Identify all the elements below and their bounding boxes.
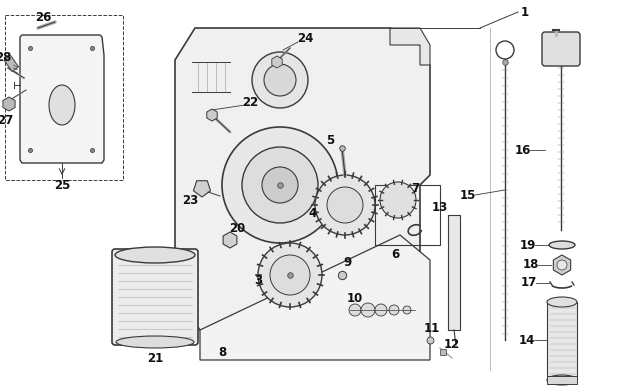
Text: 23: 23	[182, 193, 198, 207]
Circle shape	[361, 303, 375, 317]
Bar	[4, 55, 19, 72]
FancyBboxPatch shape	[542, 32, 580, 66]
Bar	[5, 15, 123, 180]
Text: 19: 19	[520, 238, 536, 252]
Text: 24: 24	[297, 32, 313, 44]
Circle shape	[222, 127, 338, 243]
Text: 14: 14	[519, 333, 535, 347]
Ellipse shape	[115, 247, 195, 263]
Text: 5: 5	[326, 133, 334, 147]
Text: 25: 25	[54, 179, 70, 191]
Polygon shape	[175, 28, 430, 330]
Circle shape	[315, 175, 375, 235]
Text: 15: 15	[460, 189, 476, 202]
Ellipse shape	[49, 85, 75, 125]
Circle shape	[264, 64, 296, 96]
Circle shape	[262, 167, 298, 203]
Text: 21: 21	[147, 352, 163, 364]
Text: 17: 17	[521, 277, 537, 289]
Text: 3: 3	[254, 273, 262, 287]
Text: 7: 7	[411, 182, 419, 194]
Text: 12: 12	[444, 338, 460, 352]
Text: 10: 10	[347, 291, 363, 305]
Text: 8: 8	[218, 345, 226, 359]
Ellipse shape	[547, 297, 577, 307]
Circle shape	[375, 304, 387, 316]
Bar	[547, 302, 577, 380]
Text: 28: 28	[0, 51, 11, 63]
Circle shape	[349, 304, 361, 316]
Text: 18: 18	[523, 259, 539, 272]
Circle shape	[270, 255, 310, 295]
Polygon shape	[390, 28, 430, 65]
Circle shape	[327, 187, 363, 223]
Circle shape	[557, 260, 567, 270]
Polygon shape	[20, 35, 104, 163]
Circle shape	[252, 52, 308, 108]
Text: 26: 26	[35, 11, 51, 23]
Ellipse shape	[549, 241, 575, 249]
Text: 6: 6	[391, 249, 399, 261]
Text: 16: 16	[515, 144, 531, 156]
Text: 22: 22	[242, 96, 258, 109]
Bar	[547, 376, 577, 384]
Text: eReplacementParts.com: eReplacementParts.com	[216, 198, 404, 212]
FancyBboxPatch shape	[112, 249, 198, 345]
Text: 11: 11	[424, 321, 440, 335]
Circle shape	[403, 306, 411, 314]
Circle shape	[380, 182, 416, 218]
Ellipse shape	[547, 375, 577, 385]
Text: 4: 4	[309, 207, 317, 219]
Circle shape	[242, 147, 318, 223]
Bar	[375, 185, 440, 245]
Text: 27: 27	[0, 114, 13, 126]
Text: 1: 1	[521, 5, 529, 19]
Text: 9: 9	[344, 256, 352, 268]
Text: 20: 20	[229, 221, 245, 235]
Circle shape	[389, 305, 399, 315]
Polygon shape	[200, 235, 430, 360]
Text: 13: 13	[432, 200, 448, 214]
Ellipse shape	[116, 336, 194, 348]
Circle shape	[258, 243, 322, 307]
Bar	[448, 215, 460, 330]
